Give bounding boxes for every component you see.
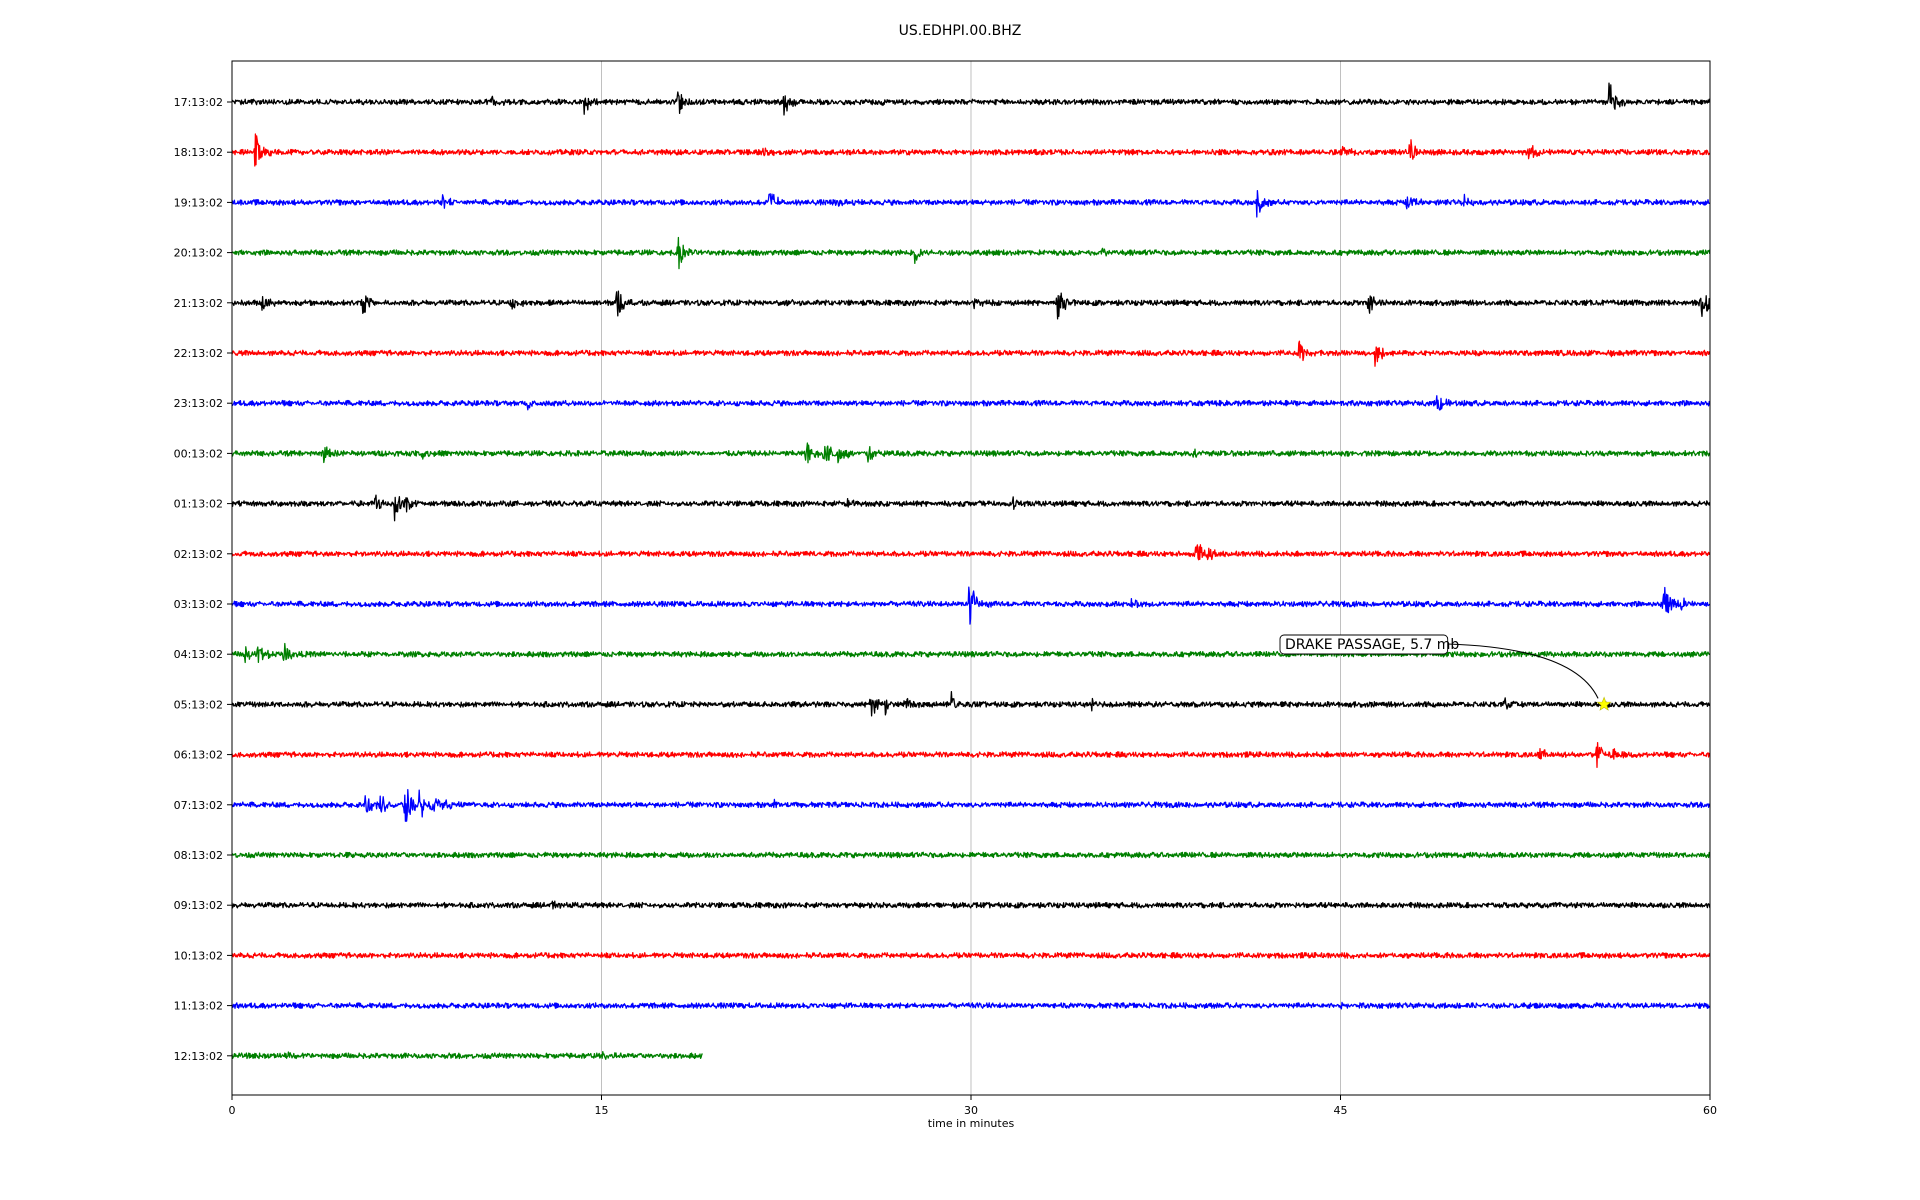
- trace-line: [231, 1050, 703, 1060]
- trace-line: [231, 642, 1710, 664]
- trace-line: [231, 952, 1711, 960]
- y-tick-label: 12:13:02: [174, 1050, 223, 1063]
- annotation-label: DRAKE PASSAGE, 5.7 mb: [1285, 637, 1459, 653]
- trace-line: [231, 82, 1711, 116]
- y-tick-label: 06:13:02: [174, 749, 223, 762]
- x-tick-label: 45: [1334, 1104, 1348, 1117]
- trace-line: [231, 494, 1711, 522]
- y-tick-label: 23:13:02: [174, 397, 223, 410]
- x-tick-label: 60: [1703, 1104, 1717, 1117]
- y-tick-label: 21:13:02: [174, 297, 223, 310]
- y-tick-label: 22:13:02: [174, 347, 223, 360]
- trace-line: [231, 788, 1710, 822]
- x-tick-label: 0: [229, 1104, 236, 1117]
- x-tick-label: 15: [595, 1104, 609, 1117]
- trace-line: [231, 741, 1710, 769]
- x-axis-label: time in minutes: [928, 1117, 1015, 1130]
- trace-line: [231, 189, 1710, 218]
- trace-line: [231, 900, 1711, 910]
- y-tick-label: 04:13:02: [174, 648, 223, 661]
- x-axis-ticks: 0 15 30 45 60: [229, 1095, 1717, 1117]
- y-axis-ticks: 17:13:02 18:13:02 19:13:02 20:13:02 21:13:02…: [174, 96, 232, 1063]
- y-tick-label: 17:13:02: [174, 96, 223, 109]
- trace-line: [231, 395, 1711, 411]
- trace-line: [231, 133, 1711, 167]
- trace-line: [231, 1001, 1710, 1010]
- y-tick-label: 08:13:02: [174, 849, 223, 862]
- event-annotation: DRAKE PASSAGE, 5.7 mb: [1279, 634, 1612, 711]
- y-tick-label: 19:13:02: [174, 196, 223, 209]
- trace-line: [231, 586, 1711, 625]
- y-tick-label: 20:13:02: [174, 247, 223, 260]
- y-tick-label: 09:13:02: [174, 899, 223, 912]
- trace-group: [231, 82, 1711, 1060]
- y-tick-label: 02:13:02: [174, 548, 223, 561]
- annotation-arrow: [1447, 643, 1599, 699]
- y-tick-label: 18:13:02: [174, 146, 223, 159]
- y-tick-label: 01:13:02: [174, 498, 223, 511]
- trace-line: [231, 442, 1711, 464]
- y-tick-label: 05:13:02: [174, 698, 223, 711]
- x-tick-label: 30: [964, 1104, 978, 1117]
- grid-lines: [601, 61, 1341, 1095]
- chart-title: US.EDHPI.00.BHZ: [899, 23, 1022, 39]
- y-tick-label: 03:13:02: [174, 598, 223, 611]
- trace-line: [231, 851, 1711, 859]
- event-star-marker: [1596, 696, 1612, 711]
- trace-line: [231, 690, 1711, 717]
- trace-line: [231, 544, 1711, 561]
- trace-line: [231, 340, 1711, 367]
- y-tick-label: 00:13:02: [174, 447, 223, 460]
- trace-line: [231, 290, 1711, 320]
- y-tick-label: 11:13:02: [174, 1000, 223, 1013]
- y-tick-label: 07:13:02: [174, 799, 223, 812]
- y-tick-label: 10:13:02: [174, 949, 223, 962]
- trace-line: [231, 236, 1711, 270]
